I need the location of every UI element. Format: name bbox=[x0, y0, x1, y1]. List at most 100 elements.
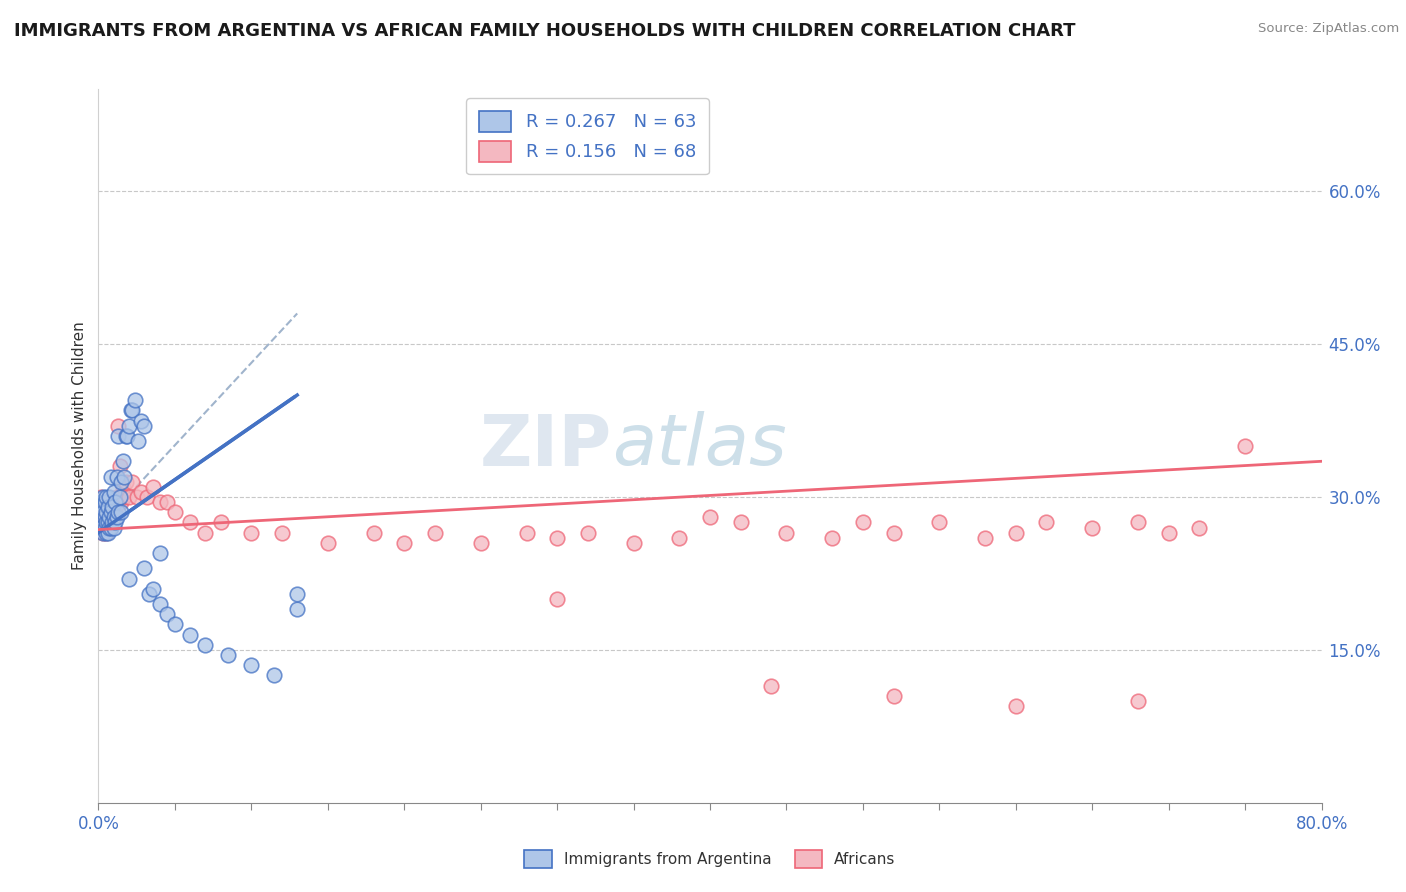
Point bbox=[107, 418, 129, 433]
Point bbox=[94, 516, 117, 530]
Point bbox=[91, 505, 114, 519]
Point bbox=[129, 484, 152, 499]
Point bbox=[90, 516, 112, 530]
Point bbox=[94, 525, 117, 540]
Point bbox=[93, 520, 115, 534]
Point bbox=[1234, 439, 1257, 453]
Point bbox=[100, 469, 122, 483]
Point bbox=[1004, 698, 1026, 713]
Point bbox=[93, 520, 115, 534]
Point bbox=[104, 516, 127, 530]
Point bbox=[98, 516, 121, 530]
Point bbox=[1081, 520, 1104, 534]
Point bbox=[107, 505, 129, 519]
Point bbox=[121, 403, 143, 417]
Point bbox=[129, 413, 152, 427]
Point bbox=[100, 505, 122, 519]
Point bbox=[98, 510, 121, 524]
Point bbox=[118, 572, 141, 586]
Point bbox=[623, 536, 645, 550]
Point bbox=[97, 525, 120, 540]
Point bbox=[285, 587, 308, 601]
Point bbox=[142, 480, 165, 494]
Point bbox=[194, 638, 217, 652]
Point bbox=[1128, 694, 1150, 708]
Point bbox=[142, 582, 165, 596]
Point bbox=[90, 500, 112, 515]
Point bbox=[105, 490, 128, 504]
Point bbox=[103, 510, 125, 524]
Point bbox=[134, 561, 156, 575]
Point bbox=[104, 505, 127, 519]
Point bbox=[546, 531, 568, 545]
Point bbox=[101, 516, 124, 530]
Point bbox=[98, 520, 121, 534]
Point bbox=[93, 495, 115, 509]
Point bbox=[546, 591, 568, 606]
Point bbox=[91, 505, 114, 519]
Point bbox=[107, 429, 129, 443]
Text: Source: ZipAtlas.com: Source: ZipAtlas.com bbox=[1258, 22, 1399, 36]
Point bbox=[111, 480, 134, 494]
Point bbox=[775, 525, 797, 540]
Point bbox=[110, 505, 132, 519]
Point bbox=[94, 505, 117, 519]
Point bbox=[94, 490, 117, 504]
Point bbox=[149, 597, 172, 611]
Point bbox=[136, 490, 159, 504]
Point bbox=[121, 475, 143, 489]
Point bbox=[316, 536, 339, 550]
Point bbox=[89, 520, 111, 534]
Point bbox=[124, 393, 146, 408]
Point bbox=[127, 434, 149, 448]
Point bbox=[89, 520, 111, 534]
Point bbox=[100, 505, 122, 519]
Point bbox=[97, 516, 120, 530]
Point bbox=[110, 495, 132, 509]
Point bbox=[883, 525, 905, 540]
Point bbox=[1004, 525, 1026, 540]
Point bbox=[1035, 516, 1057, 530]
Point bbox=[91, 490, 114, 504]
Point bbox=[699, 510, 721, 524]
Point bbox=[94, 525, 117, 540]
Point bbox=[110, 475, 132, 489]
Legend: Immigrants from Argentina, Africans: Immigrants from Argentina, Africans bbox=[515, 841, 905, 877]
Point bbox=[392, 536, 416, 550]
Point bbox=[108, 490, 131, 504]
Point bbox=[928, 516, 950, 530]
Point bbox=[108, 459, 131, 474]
Point bbox=[163, 617, 186, 632]
Point bbox=[240, 525, 263, 540]
Point bbox=[117, 429, 139, 443]
Point bbox=[89, 495, 111, 509]
Point bbox=[125, 490, 148, 504]
Point bbox=[883, 689, 905, 703]
Point bbox=[91, 525, 114, 540]
Point bbox=[93, 495, 115, 509]
Point bbox=[97, 500, 120, 515]
Point bbox=[821, 531, 844, 545]
Point bbox=[90, 520, 112, 534]
Point bbox=[100, 520, 122, 534]
Point bbox=[363, 525, 385, 540]
Point bbox=[163, 505, 186, 519]
Point bbox=[149, 546, 172, 560]
Point bbox=[98, 490, 121, 504]
Point bbox=[101, 500, 124, 515]
Point bbox=[149, 495, 172, 509]
Text: ZIP: ZIP bbox=[479, 411, 612, 481]
Point bbox=[194, 525, 217, 540]
Point bbox=[156, 607, 179, 622]
Point bbox=[1188, 520, 1211, 534]
Point bbox=[112, 469, 135, 483]
Point bbox=[94, 505, 117, 519]
Point bbox=[217, 648, 239, 662]
Point bbox=[105, 469, 128, 483]
Text: IMMIGRANTS FROM ARGENTINA VS AFRICAN FAMILY HOUSEHOLDS WITH CHILDREN CORRELATION: IMMIGRANTS FROM ARGENTINA VS AFRICAN FAM… bbox=[14, 22, 1076, 40]
Point bbox=[104, 495, 127, 509]
Point bbox=[103, 510, 125, 524]
Point bbox=[103, 520, 125, 534]
Text: atlas: atlas bbox=[612, 411, 787, 481]
Point bbox=[89, 500, 111, 515]
